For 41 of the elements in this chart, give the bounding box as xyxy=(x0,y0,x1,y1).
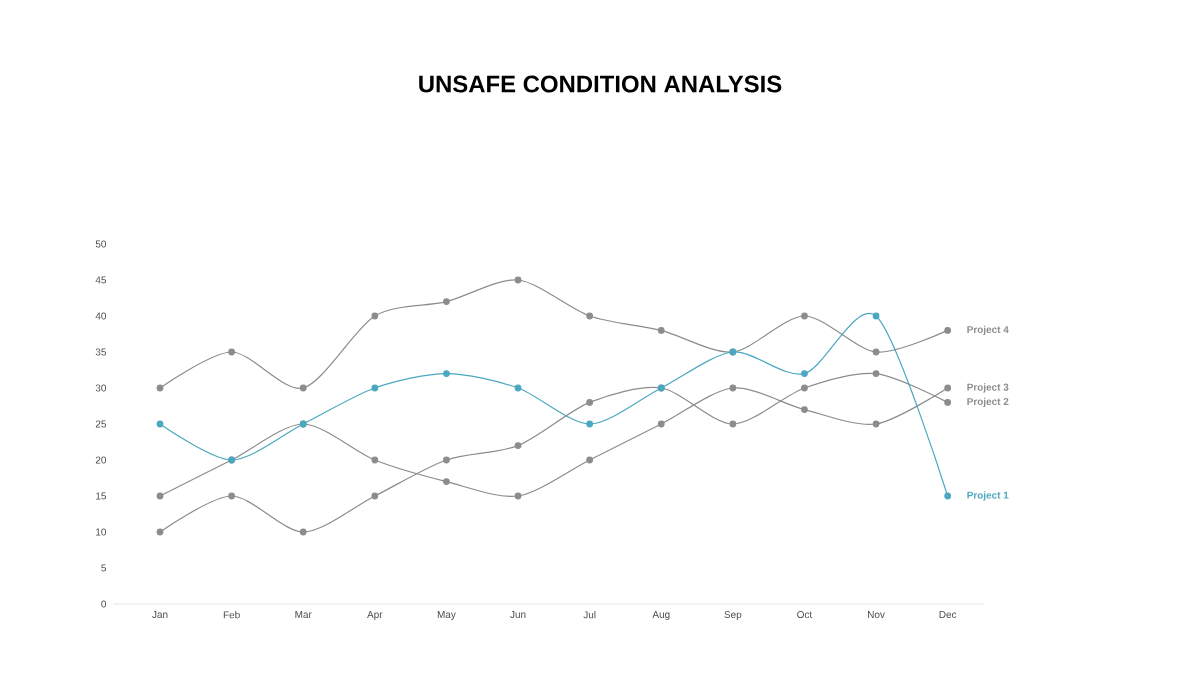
point xyxy=(299,384,307,392)
point xyxy=(371,456,379,464)
point xyxy=(228,348,236,356)
chart-title: UNSAFE CONDITION ANALYSIS xyxy=(419,75,782,93)
point xyxy=(872,348,880,356)
point xyxy=(729,420,737,428)
point xyxy=(156,492,164,500)
point xyxy=(586,456,594,464)
point xyxy=(801,370,808,377)
point xyxy=(586,312,594,320)
point xyxy=(944,399,952,406)
point xyxy=(443,456,450,464)
point xyxy=(729,384,737,392)
point xyxy=(514,492,522,500)
point xyxy=(156,384,164,392)
point xyxy=(872,312,880,320)
point xyxy=(156,528,164,536)
point xyxy=(586,420,594,428)
point xyxy=(156,420,164,428)
point xyxy=(944,384,952,392)
point xyxy=(801,312,808,320)
point xyxy=(514,384,522,392)
point xyxy=(514,442,522,449)
point xyxy=(228,492,236,500)
point xyxy=(872,370,880,377)
point xyxy=(443,370,450,377)
point xyxy=(443,478,450,485)
point xyxy=(443,298,450,305)
point xyxy=(944,492,952,500)
point xyxy=(801,384,808,392)
point xyxy=(586,399,594,406)
point xyxy=(657,327,665,334)
point xyxy=(872,420,880,428)
point xyxy=(944,327,952,334)
point xyxy=(371,312,379,320)
point xyxy=(801,406,808,413)
point xyxy=(371,492,379,500)
point xyxy=(299,528,307,536)
point xyxy=(514,276,522,284)
point xyxy=(371,384,379,392)
point xyxy=(657,420,665,428)
